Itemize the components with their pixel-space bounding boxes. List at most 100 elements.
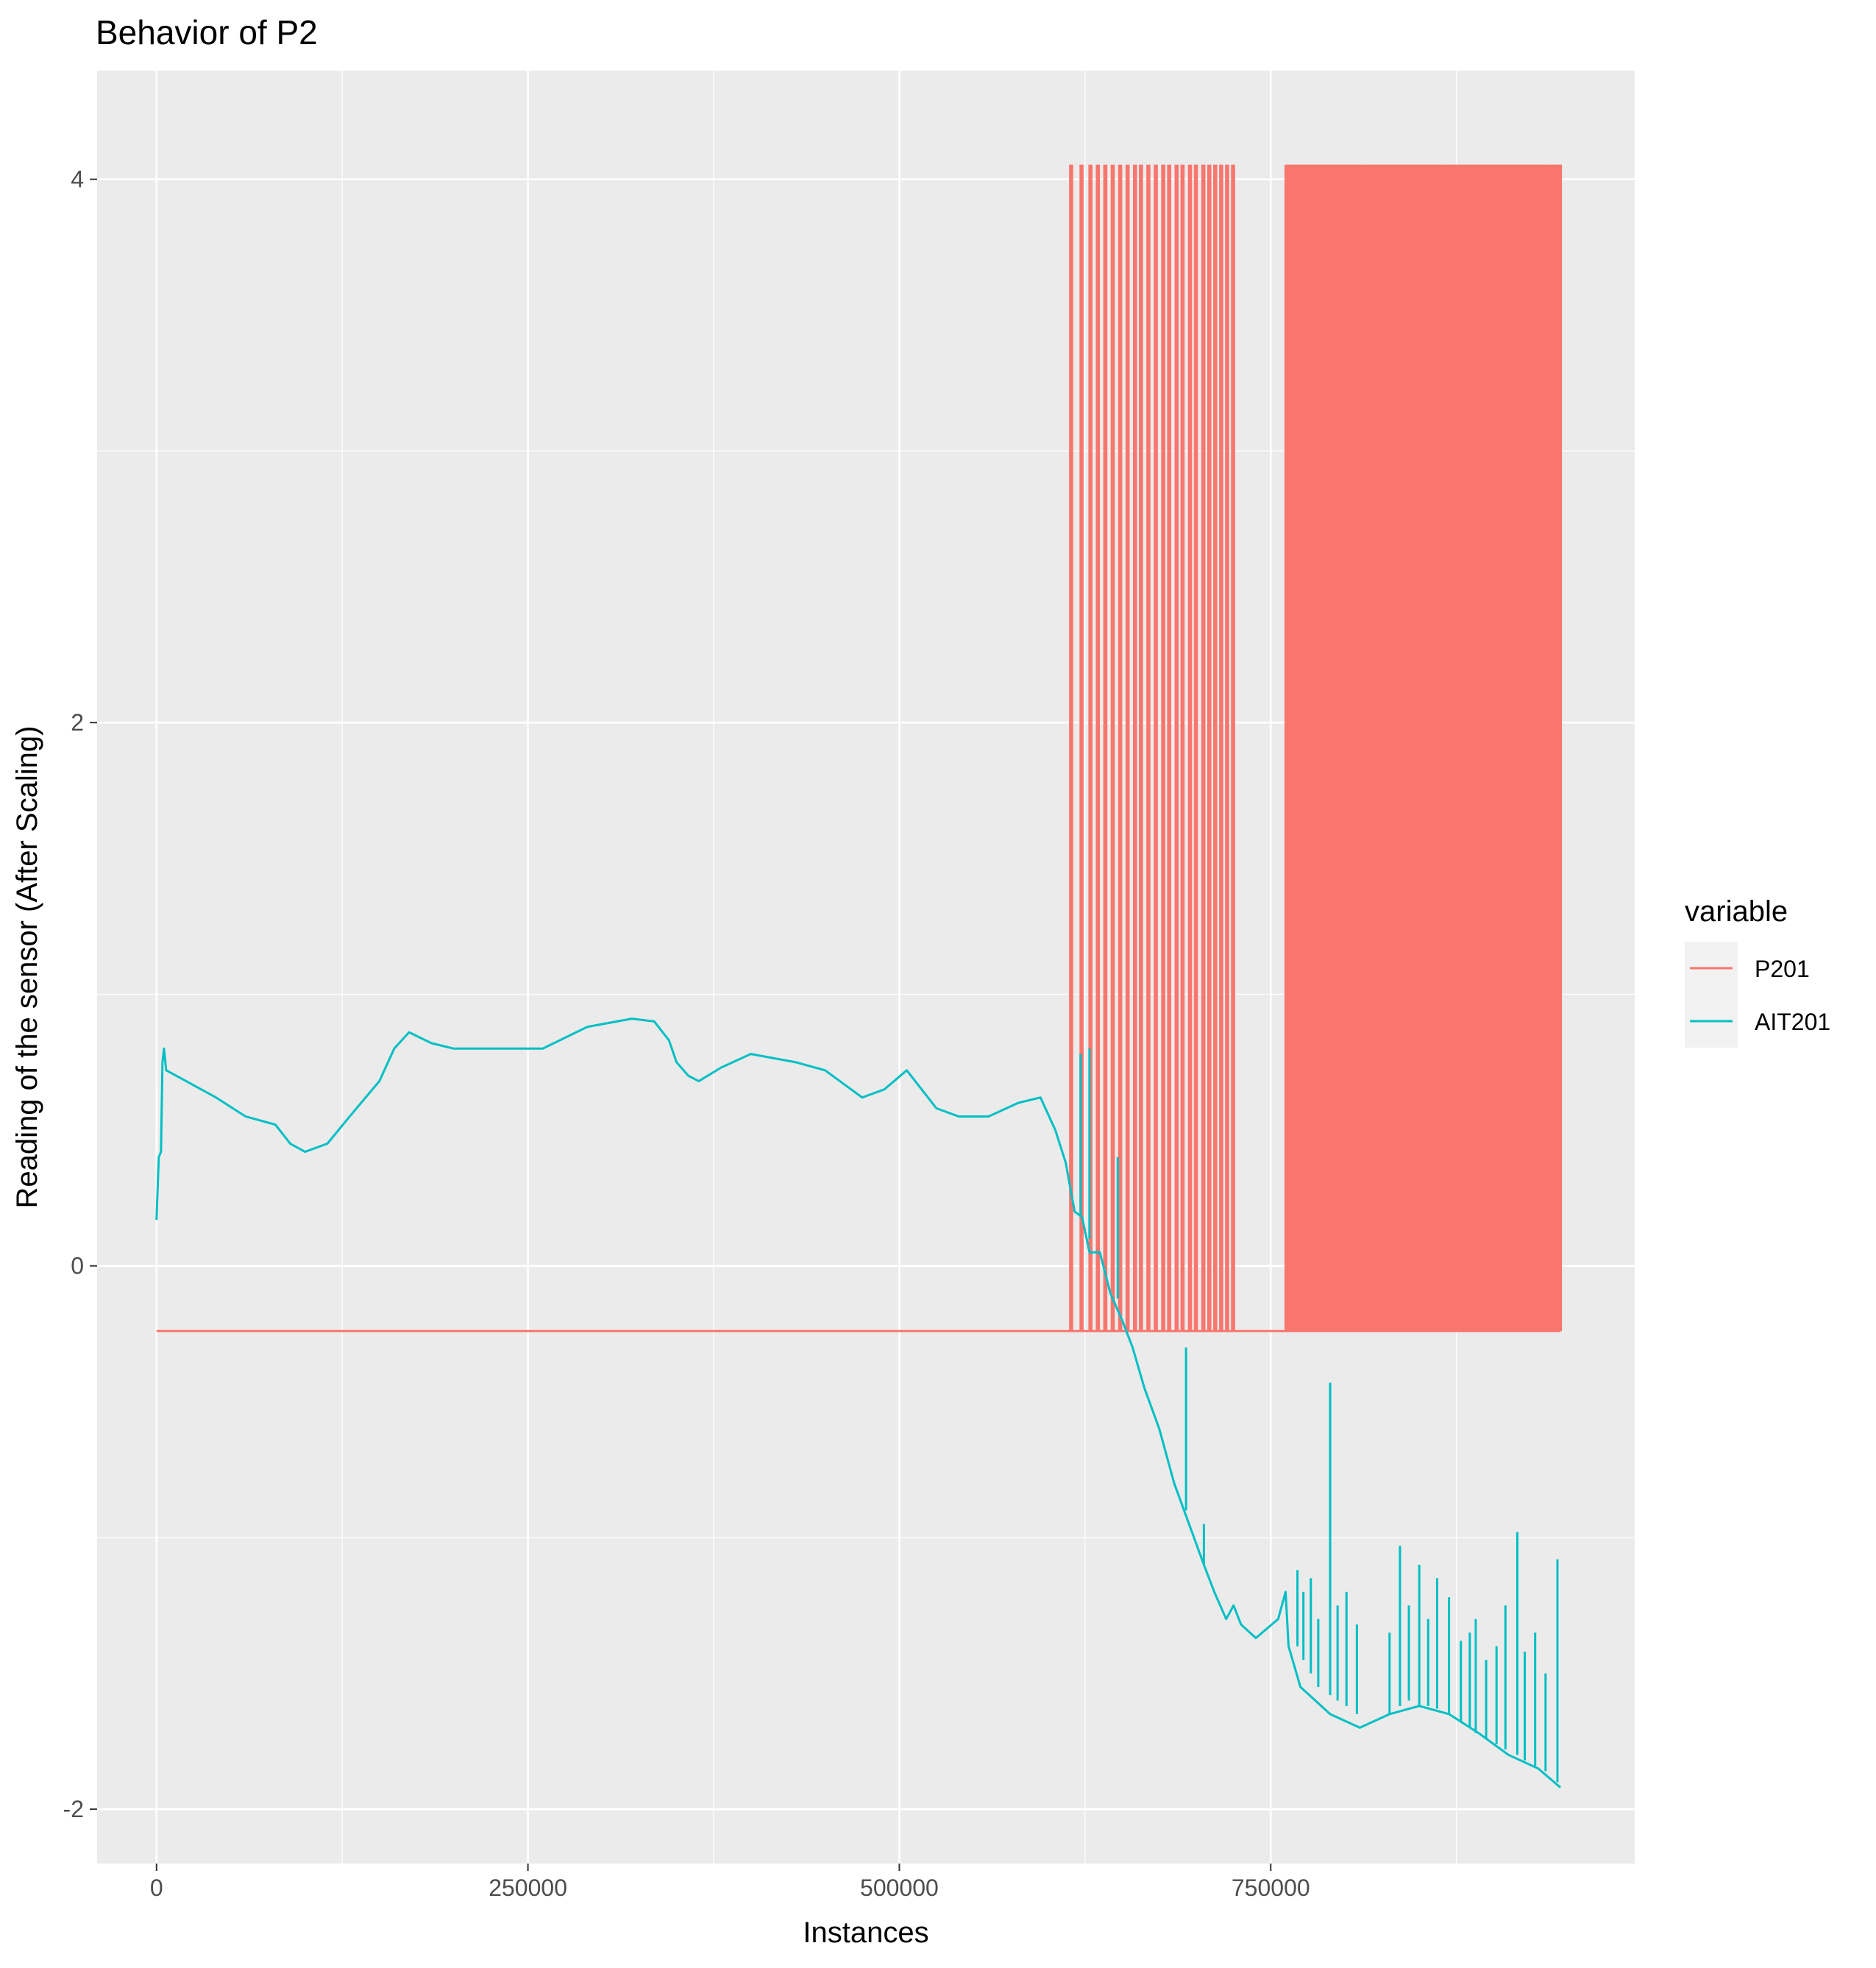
p201-pulse: [1534, 164, 1538, 1332]
p201-pulse: [1382, 164, 1387, 1332]
p201-pulse: [1343, 164, 1349, 1332]
p201-pulse: [1483, 164, 1488, 1332]
p201-pulse: [1555, 164, 1560, 1332]
x-tick-label: 250000: [488, 1875, 567, 1901]
p201-pulse: [1379, 164, 1384, 1332]
p201-pulse: [1374, 164, 1378, 1332]
p201-pulse: [1371, 164, 1375, 1332]
p201-pulse: [1187, 164, 1193, 1332]
p201-pulse: [1480, 164, 1485, 1332]
p201-pulse: [1557, 164, 1563, 1332]
p201-pulse: [1552, 164, 1557, 1332]
p201-pulse: [1358, 164, 1363, 1332]
p201-pulse: [1314, 164, 1318, 1332]
p201-pulse: [1132, 164, 1137, 1332]
p201-pulse: [1293, 164, 1298, 1332]
p201-pulse: [1468, 164, 1473, 1332]
x-axis-title: Instances: [803, 1917, 928, 1949]
p201-pulse: [1332, 164, 1337, 1332]
p201-pulse: [1546, 164, 1550, 1332]
p201-pulse: [1385, 164, 1390, 1332]
y-tick-label: 2: [71, 709, 84, 736]
chart-title: Behavior of P2: [96, 13, 318, 51]
p201-pulse: [1409, 164, 1414, 1332]
p201-pulse: [1219, 164, 1223, 1332]
y-tick-label: 0: [71, 1253, 84, 1279]
p201-pulse: [1352, 164, 1357, 1332]
p201-pulse: [1540, 164, 1544, 1332]
p201-pulse: [1180, 164, 1185, 1332]
p201-pulse: [1400, 164, 1405, 1332]
legend-title: variable: [1685, 895, 1788, 928]
p201-pulse: [1454, 164, 1458, 1332]
p201-pulse: [1201, 164, 1206, 1332]
p201-pulse: [1501, 164, 1506, 1332]
p201-pulse: [1424, 164, 1429, 1332]
p201-pulse: [1290, 164, 1295, 1332]
p201-pulse: [1415, 164, 1420, 1332]
p201-pulse: [1388, 164, 1393, 1332]
p201-pulse: [1435, 164, 1440, 1332]
p201-pulse: [1225, 164, 1229, 1332]
legend-label: AIT201: [1755, 1009, 1830, 1035]
p201-pulse: [1103, 164, 1108, 1332]
p201-pulse: [1299, 164, 1304, 1332]
p201-pulse: [1412, 164, 1417, 1332]
p201-pulse: [1365, 164, 1369, 1332]
p201-pulse: [1305, 164, 1310, 1332]
p201-pulse: [1125, 164, 1130, 1332]
p201-pulse: [1368, 164, 1372, 1332]
p201-pulse: [1284, 164, 1289, 1332]
p201-pulse: [1326, 164, 1331, 1332]
p201-pulse: [1167, 164, 1172, 1332]
p201-pulse: [1525, 164, 1529, 1332]
p201-pulse: [1445, 164, 1449, 1332]
p201-pulse: [1510, 164, 1515, 1332]
p201-pulse: [1308, 164, 1312, 1332]
y-axis-title: Reading of the sensor (After Scaling): [11, 726, 43, 1209]
p201-pulse: [1531, 164, 1535, 1332]
p201-pulse: [1448, 164, 1452, 1332]
p201-pulse: [1486, 164, 1491, 1332]
p201-pulse: [1213, 164, 1218, 1332]
p201-pulse: [1489, 164, 1494, 1332]
p201-pulse: [1154, 164, 1158, 1332]
p201-pulse: [1457, 164, 1461, 1332]
p201-pulse: [1207, 164, 1212, 1332]
p201-pulse: [1426, 164, 1432, 1332]
p201-pulse: [1376, 164, 1381, 1332]
y-tick-label: -2: [63, 1796, 84, 1822]
p201-pulse: [1406, 164, 1411, 1332]
p201-pulse: [1337, 164, 1343, 1332]
p201-pulse: [1495, 164, 1500, 1332]
p201-pulse: [1543, 164, 1547, 1332]
p201-pulse: [1320, 164, 1325, 1332]
p201-pulse: [1317, 164, 1322, 1332]
p201-pulse: [1460, 164, 1464, 1332]
x-tick-label: 0: [150, 1875, 163, 1901]
p201-pulse: [1397, 164, 1402, 1332]
p201-pulse: [1507, 164, 1512, 1332]
p201-pulse: [1429, 164, 1435, 1332]
x-tick-label: 500000: [860, 1875, 939, 1901]
p201-pulse: [1139, 164, 1143, 1332]
y-axis: -2 0 2 4: [63, 166, 97, 1822]
x-tick-label: 750000: [1232, 1875, 1310, 1901]
p201-pulse: [1349, 164, 1354, 1332]
p201-pulse: [1474, 164, 1479, 1332]
p201-pulse: [1504, 164, 1509, 1332]
p201-pulse: [1418, 164, 1423, 1332]
p201-pulse: [1442, 164, 1446, 1332]
p201-pulse: [1231, 164, 1235, 1332]
p201-pulse: [1463, 164, 1467, 1332]
p201-pulse: [1549, 164, 1554, 1332]
p201-pulse: [1528, 164, 1532, 1332]
p201-pulse: [1438, 164, 1443, 1332]
p201-pulse: [1477, 164, 1482, 1332]
p201-pulse: [1146, 164, 1151, 1332]
p201-pulse: [1465, 164, 1470, 1332]
legend-label: P201: [1755, 956, 1810, 982]
y-tick-label: 4: [71, 166, 84, 193]
p201-pulse: [1471, 164, 1477, 1332]
